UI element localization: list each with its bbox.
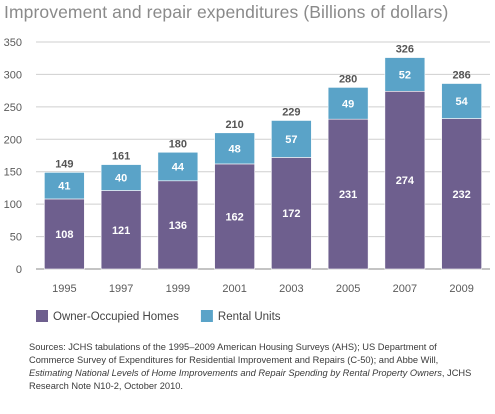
- sources-text-start: Sources: JCHS tabulations of the 1995–20…: [29, 342, 439, 365]
- data-label: 136: [169, 220, 187, 232]
- legend-swatch-rental-units: [200, 310, 213, 322]
- sources-note: Sources: JCHS tabulations of the 1995–20…: [29, 341, 483, 393]
- y-tick-label: 100: [4, 199, 22, 211]
- total-label: 180: [169, 138, 187, 150]
- bar-owner-occupied: [214, 163, 255, 270]
- x-tick-label: 1997: [109, 283, 133, 295]
- bar-rental-units: [441, 83, 482, 119]
- y-tick-label: 150: [4, 167, 22, 179]
- bar-rental-units: [327, 87, 369, 120]
- total-label: 161: [112, 151, 130, 163]
- y-tick-label: 50: [10, 232, 22, 244]
- data-label: 108: [55, 229, 73, 241]
- total-label: 280: [339, 73, 357, 85]
- data-label: 49: [342, 98, 354, 110]
- y-tick-label: 350: [4, 37, 22, 49]
- data-label: 162: [225, 211, 243, 223]
- bar-owner-occupied: [271, 157, 312, 270]
- data-label: 44: [172, 162, 185, 174]
- data-label: 57: [285, 134, 297, 146]
- x-tick-label: 1999: [166, 283, 190, 295]
- x-tick-label: 2001: [222, 283, 246, 295]
- y-tick-label: 250: [4, 102, 22, 114]
- data-label: 40: [115, 173, 127, 185]
- bar-rental-units: [214, 132, 255, 165]
- bar-owner-occupied: [44, 198, 85, 270]
- bar-rental-units: [100, 164, 142, 191]
- bar-rental-units: [271, 120, 312, 158]
- bar-owner-occupied: [100, 190, 142, 270]
- data-label: 232: [452, 189, 470, 201]
- total-label: 210: [225, 119, 243, 131]
- total-label: 149: [55, 158, 73, 170]
- x-tick-label: 2009: [449, 283, 473, 295]
- sources-text-end: , JCHS Research Note N10-2, October 2010…: [29, 368, 472, 391]
- bar-rental-units: [157, 151, 199, 182]
- bar-owner-occupied: [157, 180, 199, 270]
- bar-rental-units: [44, 172, 85, 200]
- data-label: 41: [58, 181, 70, 193]
- stacked-bar-chart: 0 50 100 150 200 250 300 350 108 41 149 1995 121 40 16…: [4, 37, 490, 323]
- bar-owner-occupied: [384, 90, 426, 270]
- total-label: 286: [452, 70, 470, 82]
- chart-title: Improvement and repair expenditures (Bil…: [4, 2, 449, 22]
- legend-swatch-owner-occupied: [36, 310, 48, 322]
- legend-label: Owner-Occupied Homes: [53, 311, 179, 323]
- y-tick-label: 0: [16, 264, 22, 276]
- total-label: 326: [396, 44, 414, 56]
- bar-owner-occupied: [327, 118, 369, 270]
- x-tick-label: 2007: [393, 283, 417, 295]
- sources-report-title: Estimating National Levels of Home Impro…: [29, 368, 442, 378]
- x-tick-label: 1995: [52, 283, 76, 295]
- data-label: 52: [399, 69, 411, 81]
- data-label: 172: [282, 208, 300, 220]
- data-label: 48: [229, 143, 241, 155]
- legend-label: Rental Units: [218, 311, 281, 323]
- x-tick-label: 2003: [279, 283, 303, 295]
- y-tick-label: 300: [4, 69, 22, 81]
- data-label: 54: [456, 96, 469, 108]
- total-label: 229: [282, 106, 300, 118]
- x-tick-label: 2005: [336, 283, 360, 295]
- data-label: 121: [112, 225, 130, 237]
- y-tick-label: 200: [4, 134, 22, 146]
- bar-rental-units: [384, 57, 426, 92]
- bar-owner-occupied: [441, 118, 482, 270]
- data-label: 231: [339, 189, 357, 201]
- data-label: 274: [396, 175, 415, 187]
